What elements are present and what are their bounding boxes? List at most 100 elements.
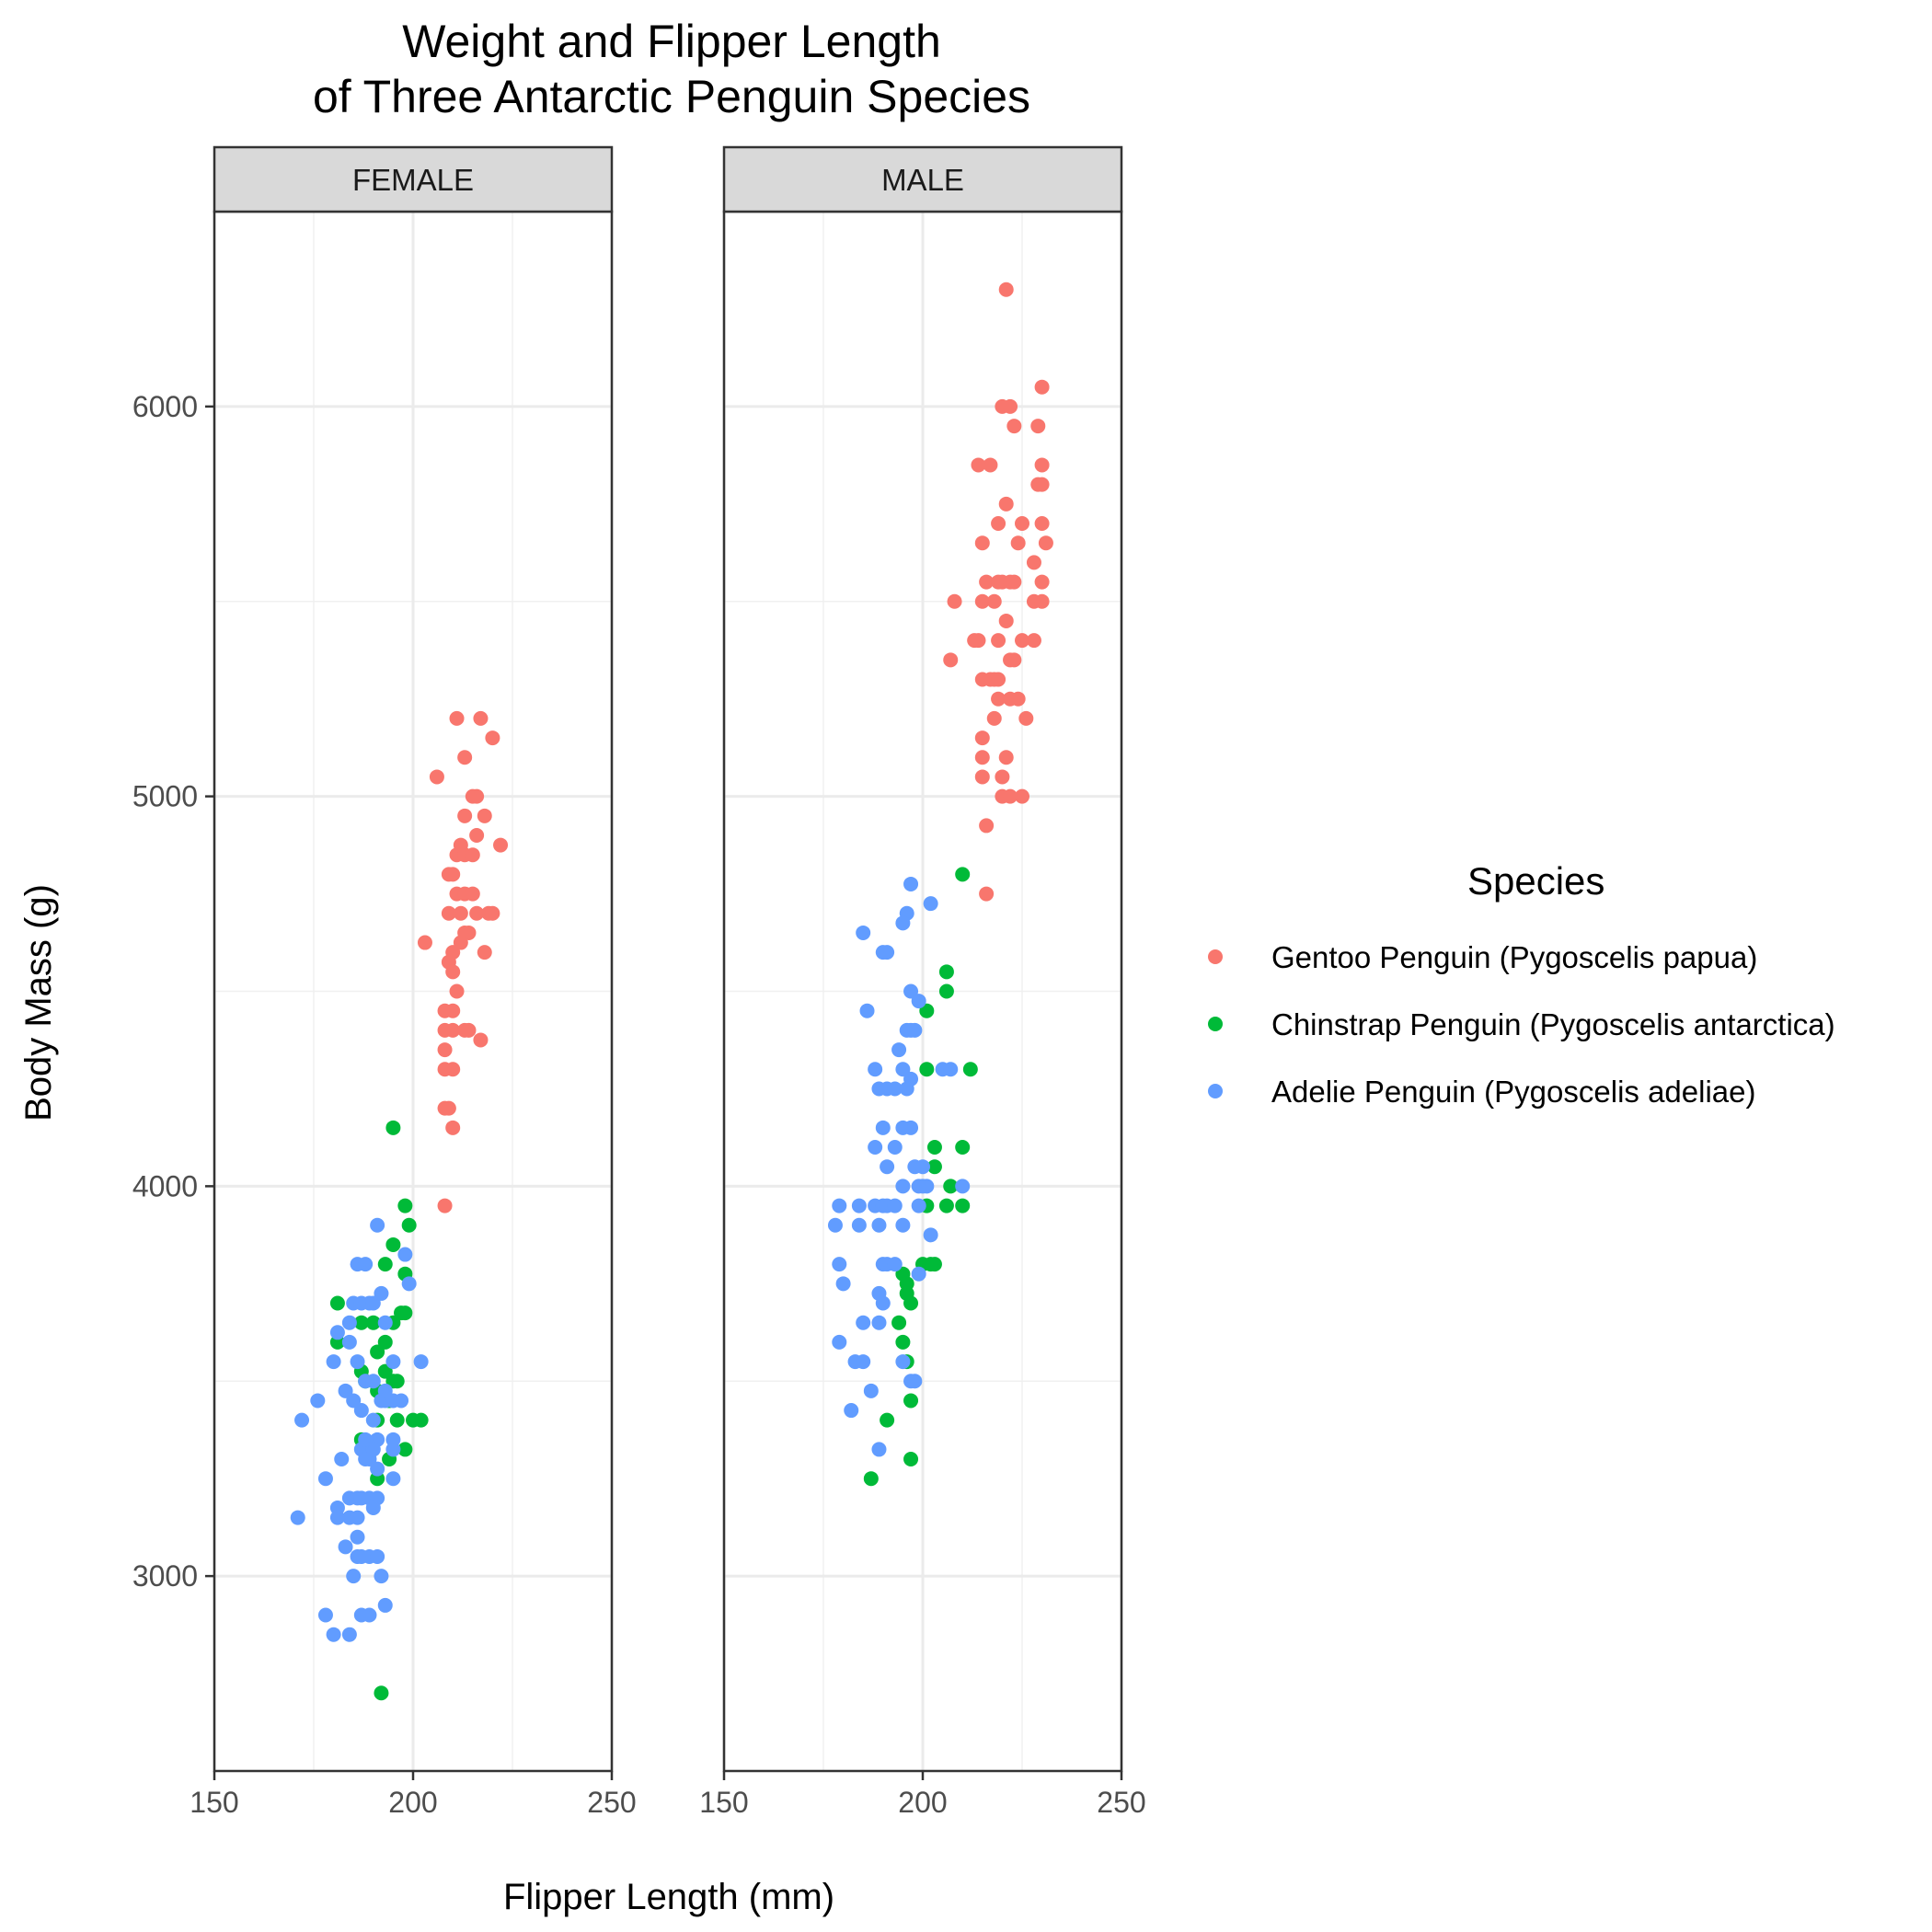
data-point <box>983 457 998 473</box>
facet-strip-label: MALE <box>881 163 964 197</box>
data-point <box>986 593 1002 609</box>
data-point <box>346 1393 362 1409</box>
data-point <box>370 1548 385 1564</box>
data-point <box>911 994 926 1009</box>
data-point <box>895 1354 911 1370</box>
data-point <box>895 915 911 931</box>
data-point <box>1038 535 1053 551</box>
data-point <box>998 496 1014 512</box>
panel-male: MALE 150 200 250 <box>699 145 1146 1819</box>
data-point <box>473 1032 489 1048</box>
data-point <box>1010 691 1026 707</box>
data-point <box>1003 398 1018 414</box>
data-point <box>991 672 1006 687</box>
data-point <box>445 867 461 882</box>
data-point <box>1030 419 1046 434</box>
legend-entry-gentoo: Gentoo Penguin (Pygoscelis papua) <box>1208 940 1757 974</box>
data-point <box>1030 477 1046 492</box>
legend-key-dot <box>1208 949 1223 964</box>
data-point <box>385 1442 401 1457</box>
data-point <box>397 1442 413 1457</box>
legend-entry-adelie: Adelie Penguin (Pygoscelis adeliae) <box>1208 1075 1756 1109</box>
data-point <box>397 1198 413 1213</box>
data-point <box>294 1412 310 1428</box>
data-point <box>374 1685 389 1701</box>
data-point <box>449 983 465 999</box>
data-point <box>385 1354 401 1370</box>
data-point <box>469 828 485 843</box>
data-point <box>1003 788 1018 804</box>
data-point <box>863 1383 879 1398</box>
data-point <box>871 1442 887 1457</box>
data-point <box>385 1120 401 1135</box>
legend-entries: Gentoo Penguin (Pygoscelis papua) Chinstr… <box>1208 940 1835 1109</box>
facet-strip-label: FEMALE <box>352 163 474 197</box>
data-point <box>986 710 1002 726</box>
data-point <box>974 730 990 746</box>
data-point <box>1006 419 1022 434</box>
data-point <box>449 710 465 726</box>
data-point <box>493 837 509 853</box>
data-point <box>453 905 468 921</box>
data-point <box>899 1081 914 1097</box>
data-point <box>341 1315 357 1330</box>
data-point <box>962 1062 978 1077</box>
data-point <box>1026 633 1041 649</box>
data-point <box>346 1569 362 1584</box>
x-tick-label: 150 <box>699 1786 748 1819</box>
data-point <box>979 574 995 590</box>
data-point <box>465 886 480 902</box>
data-point <box>979 886 995 902</box>
data-point <box>919 1003 935 1018</box>
series-gentoo <box>943 282 1053 902</box>
data-point <box>1034 516 1050 531</box>
data-point <box>485 730 500 746</box>
data-point <box>895 1179 911 1194</box>
series-adelie <box>827 876 971 1457</box>
x-tick-label: 150 <box>190 1786 238 1819</box>
data-point <box>385 1236 401 1252</box>
data-point <box>871 1217 887 1233</box>
data-point <box>971 457 986 473</box>
x-tick-label: 250 <box>1097 1786 1145 1819</box>
data-point <box>887 1257 903 1272</box>
data-point <box>911 1266 926 1282</box>
data-point <box>1006 574 1022 590</box>
data-point <box>1015 633 1029 649</box>
data-point <box>903 876 919 891</box>
data-point <box>1018 710 1034 726</box>
data-point <box>477 945 492 960</box>
data-point <box>445 1120 461 1135</box>
data-point <box>880 1412 895 1428</box>
data-point <box>353 1403 369 1419</box>
data-point <box>329 1295 345 1311</box>
data-point <box>401 1217 417 1233</box>
data-point <box>445 964 461 980</box>
y-tick-label: 3000 <box>132 1559 198 1593</box>
data-point <box>477 808 492 823</box>
data-point <box>317 1607 333 1623</box>
data-point <box>1015 516 1029 531</box>
panel-female: FEMALE 150 200 250 3000 4000 5000 6000 <box>132 145 637 1819</box>
legend-entry-chinstrap: Chinstrap Penguin (Pygoscelis antarctica… <box>1208 1007 1835 1041</box>
data-point <box>385 1471 401 1487</box>
data-point <box>370 1344 385 1360</box>
data-point <box>971 633 986 649</box>
data-point <box>437 1198 453 1213</box>
data-point <box>469 788 485 804</box>
data-point <box>290 1510 305 1525</box>
data-point <box>895 1334 911 1350</box>
data-point <box>856 1315 871 1330</box>
data-point <box>895 1266 911 1282</box>
data-point <box>995 769 1010 785</box>
legend-key-dot <box>1208 1084 1223 1098</box>
data-point <box>871 1315 887 1330</box>
data-point <box>441 905 456 921</box>
data-point <box>991 633 1006 649</box>
legend-label: Adelie Penguin (Pygoscelis adeliae) <box>1271 1075 1756 1109</box>
data-point <box>974 769 990 785</box>
data-point <box>875 1120 891 1135</box>
data-point <box>341 1334 357 1350</box>
series-adelie <box>290 1217 429 1642</box>
